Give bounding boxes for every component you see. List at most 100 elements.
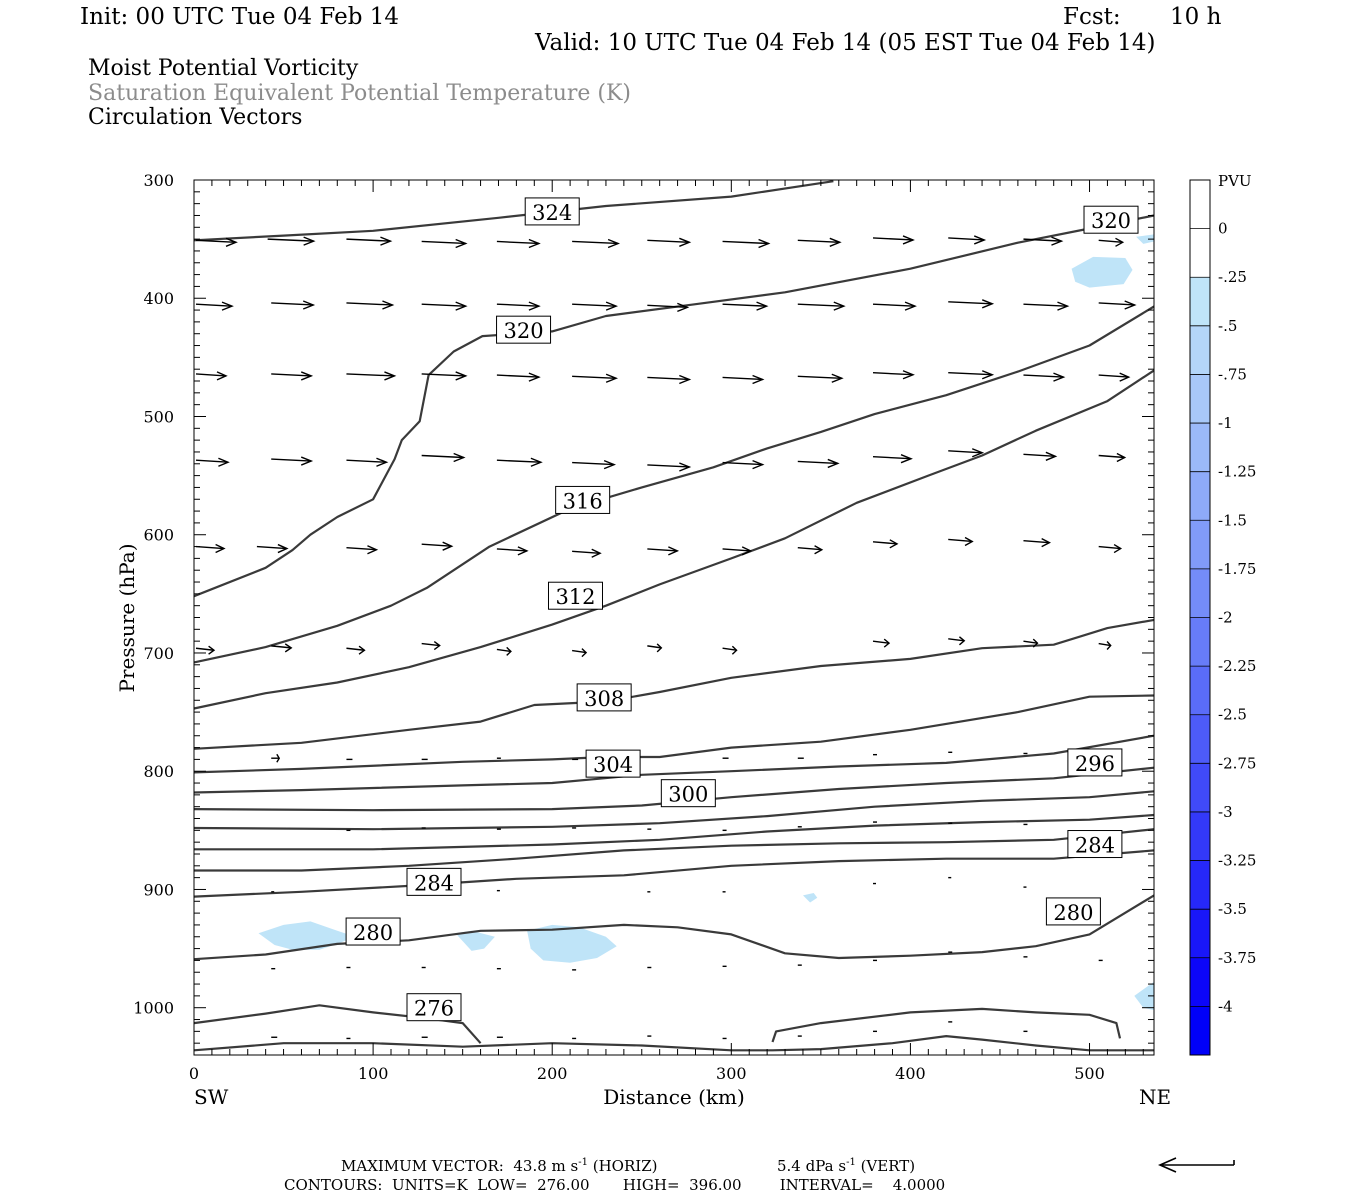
vector-shaft	[948, 301, 993, 305]
vector-shaft	[1023, 640, 1038, 644]
vector-shaft	[872, 455, 912, 460]
vector-head	[1057, 301, 1070, 311]
vector-r0-5	[572, 238, 621, 249]
contour-info: CONTOURS: UNITS=K LOW= 276.00 HIGH= 396.…	[284, 1176, 946, 1194]
vector-r4-1	[256, 543, 289, 554]
vector-r1-12	[1098, 300, 1137, 310]
colorbar-swatch-9	[1190, 617, 1210, 667]
vector-shaft	[647, 304, 688, 309]
colorbar-swatch-8	[1190, 568, 1210, 618]
init-time: Init: 00 UTC Tue 04 Feb 14	[80, 4, 400, 30]
vector-head	[964, 536, 974, 547]
colorbar-label: -2.25	[1218, 657, 1256, 675]
vector-r1-10	[948, 299, 995, 309]
vector-head	[1119, 372, 1131, 382]
contour-label-text: 284	[414, 871, 454, 895]
y-tick-label: 1000	[133, 999, 174, 1018]
x-tick-label: 200	[537, 1064, 568, 1083]
contour-label-8: 296	[1067, 748, 1123, 777]
vector-shaft	[572, 303, 617, 307]
vector-r2-1	[271, 371, 314, 381]
vector-head	[605, 373, 619, 383]
vector-head	[517, 546, 529, 556]
vector-head	[300, 371, 314, 381]
pv-colorbar: 0 -.25 -.5 -.75 -1 -1.25 -1.5 -1.75 -2 -2.25 -2.5 -…	[1189, 179, 1256, 1056]
vector-head	[656, 643, 663, 653]
vector-shaft	[1098, 454, 1125, 459]
vector-r1-5	[572, 301, 619, 311]
vector-head	[221, 301, 234, 311]
vector-shaft	[572, 461, 615, 466]
vector-shaft	[948, 237, 985, 241]
vector-head	[900, 454, 913, 464]
vector-shaft	[572, 649, 587, 654]
vector-shaft	[195, 239, 237, 244]
vector-head	[528, 238, 541, 249]
colorbar-swatch-17	[1190, 1006, 1210, 1056]
colorbar-swatch-4	[1190, 374, 1210, 424]
vector-head	[827, 458, 840, 469]
contour-label-9: 284	[1067, 830, 1123, 859]
x-tick-label: 500	[1074, 1064, 1105, 1083]
x-tick-label: 100	[358, 1064, 389, 1083]
vector-r2-4	[496, 372, 541, 382]
vector-r1-0	[195, 301, 234, 311]
vector-shaft	[195, 459, 229, 463]
contour-label-7: 300	[660, 779, 716, 808]
colorbar-swatch-11	[1190, 714, 1210, 764]
max-vector-horiz: MAXIMUM VECTOR: 43.8 m s	[341, 1157, 579, 1175]
vector-head	[367, 545, 379, 555]
vector-r2-2	[346, 371, 397, 381]
colorbar-label: -.75	[1218, 365, 1247, 383]
colorbar-label: -.5	[1218, 317, 1237, 335]
vector-r5-1	[271, 643, 293, 653]
vector-r4-11	[1023, 538, 1051, 548]
vector-r5-7	[722, 645, 738, 655]
vector-head	[889, 539, 899, 549]
vector-shaft	[572, 550, 601, 554]
vector-head	[607, 238, 621, 249]
vector-r3-6	[647, 462, 692, 472]
contour-label-box	[660, 779, 716, 808]
vector-shaft	[421, 303, 466, 307]
vector-head	[384, 371, 397, 381]
vector-shaft	[496, 240, 539, 245]
title-circulation: Circulation Vectors	[88, 105, 303, 130]
vector-r1-11	[1023, 301, 1070, 311]
vector-r3-2	[346, 457, 389, 467]
vector-shaft	[421, 240, 466, 245]
contour-labels: 324 320 320 316 312 308 304 300 296 284 284 280 280 2…	[345, 197, 1139, 1022]
vector-r0-2	[346, 236, 393, 246]
contour-312-3	[193, 369, 1155, 710]
vector-r4-5	[572, 548, 602, 558]
vector-r4-0	[195, 543, 226, 554]
max-vector-horiz-suffix: (HORIZ)	[587, 1157, 658, 1175]
vector-head	[530, 457, 543, 467]
vector-head	[677, 302, 690, 312]
vector-r2-12	[1098, 372, 1131, 382]
vector-r5-2	[346, 645, 366, 655]
colorbar-swatch-5	[1190, 423, 1210, 473]
colorbar-swatch-14	[1190, 860, 1210, 910]
vector-head	[581, 648, 588, 658]
y-tick-label: 900	[143, 880, 174, 899]
vector-r2-7	[722, 374, 765, 385]
vector-shaft	[797, 547, 822, 551]
vector-head	[277, 543, 289, 554]
vector-head	[300, 456, 314, 466]
title-mpv: Moist Potential Vorticity	[88, 56, 359, 81]
circulation-vectors	[195, 235, 1137, 1040]
vector-head	[1115, 237, 1125, 247]
vector-shaft	[948, 638, 965, 642]
x-tick-label: 400	[895, 1064, 926, 1083]
x-right-direction: NE	[1139, 1085, 1171, 1109]
vector-shaft	[271, 458, 312, 462]
contour-label-box	[406, 993, 462, 1022]
colorbar-label: -3.75	[1218, 949, 1256, 967]
vector-head	[506, 646, 512, 656]
vector-shaft	[346, 238, 391, 242]
contour-272-15	[193, 1034, 1154, 1052]
colorbar-label: -2	[1218, 609, 1233, 627]
vector-r1-9	[872, 301, 917, 311]
